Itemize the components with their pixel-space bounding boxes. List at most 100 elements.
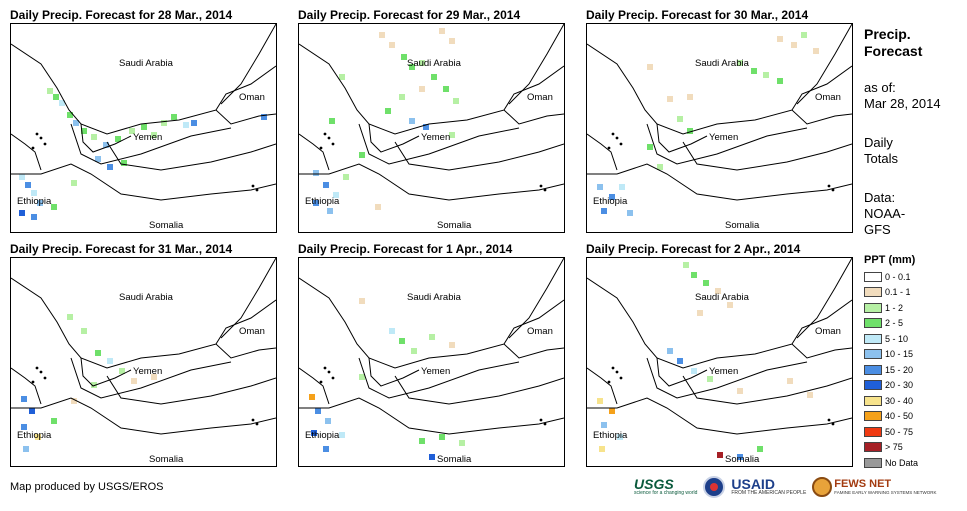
precip-cell — [691, 272, 697, 278]
precip-cell — [31, 214, 37, 220]
map-label-ethiopia: Ethiopia — [305, 196, 340, 207]
precip-cell — [443, 86, 449, 92]
legend-swatch — [864, 395, 882, 406]
island-dot — [539, 184, 543, 188]
precip-cell — [617, 434, 623, 440]
island-dot — [607, 380, 611, 384]
precip-cell — [763, 72, 769, 78]
island-dot — [331, 142, 335, 146]
legend-label: 2 - 5 — [885, 318, 904, 329]
boundary-line — [508, 24, 564, 105]
map-panel: Saudi Arabia Oman Yemen Ethiopia Somalia — [586, 23, 853, 233]
precip-cell — [419, 438, 425, 444]
usaid-seal-icon — [703, 476, 726, 498]
fews-logo-text: FEWS NET — [834, 478, 892, 490]
legend-item: 40 - 50 — [864, 409, 964, 425]
daily-totals: Daily Totals — [864, 135, 898, 167]
legend-title: PPT (mm) — [864, 254, 916, 266]
island-dot — [543, 188, 547, 192]
boundary-line — [791, 65, 852, 111]
island-dot — [331, 376, 335, 380]
precip-cell — [737, 388, 743, 394]
map-label-yemen: Yemen — [133, 366, 162, 377]
boundary-line — [11, 367, 42, 405]
boundary-line — [299, 367, 330, 405]
precip-cell — [261, 114, 267, 120]
precip-cell — [379, 32, 385, 38]
boundary-line — [394, 375, 564, 405]
precip-cell — [309, 394, 315, 400]
map-label-oman: Oman — [239, 326, 265, 337]
boundary-line — [503, 65, 564, 111]
island-dot — [323, 132, 327, 136]
precip-cell — [619, 184, 625, 190]
precip-cell — [389, 328, 395, 334]
usgs-logo-sub: science for a changing world — [634, 490, 698, 496]
precip-cell — [401, 54, 407, 60]
precip-cell — [423, 124, 429, 130]
panel-title: Daily Precip. Forecast for 28 Mar., 2014 — [10, 8, 233, 22]
fews-globe-icon — [812, 477, 833, 497]
island-dot — [831, 188, 835, 192]
island-dot — [543, 422, 547, 426]
precip-cell — [727, 302, 733, 308]
legend-item: 10 - 15 — [864, 347, 964, 363]
precip-cell — [419, 60, 425, 66]
precip-cell — [787, 378, 793, 384]
island-dot — [539, 418, 543, 422]
island-dot — [611, 132, 615, 136]
precip-cell — [647, 144, 653, 150]
legend-item: 30 - 40 — [864, 393, 964, 409]
island-dot — [43, 376, 47, 380]
precip-cell — [439, 28, 445, 34]
usaid-logo-sub: FROM THE AMERICAN PEOPLE — [731, 490, 807, 496]
island-dot — [43, 142, 47, 146]
map-svg: Saudi Arabia Oman Yemen Ethiopia Somalia — [299, 258, 564, 465]
island-dot — [327, 136, 331, 140]
precip-cell — [667, 96, 673, 102]
precip-cell — [677, 116, 683, 122]
island-dot — [39, 136, 43, 140]
precip-cell — [599, 446, 605, 452]
legend-label: No Data — [885, 457, 919, 468]
boundary-line — [299, 163, 564, 201]
map-label-somalia: Somalia — [725, 454, 760, 465]
precip-cell — [333, 192, 339, 198]
boundary-line — [587, 277, 852, 369]
island-dot — [251, 418, 255, 422]
map-label-oman: Oman — [815, 326, 841, 337]
legend: PPT (mm) 0 - 0.1 0.1 - 1 1 - 2 2 - 5 5 - 10 1… — [864, 254, 964, 471]
legend-swatch — [864, 411, 882, 422]
precip-cell — [81, 328, 87, 334]
precip-cell — [703, 280, 709, 286]
precip-cell — [459, 440, 465, 446]
precip-cell — [329, 118, 335, 124]
precip-cell — [707, 376, 713, 382]
boundary-line — [11, 163, 276, 201]
boundary-line — [220, 258, 276, 339]
map-label-somalia: Somalia — [149, 454, 184, 465]
island-dot — [39, 370, 43, 374]
precip-cell — [59, 100, 65, 106]
precip-cell — [91, 382, 97, 388]
legend-swatch — [864, 380, 882, 391]
precip-cell — [51, 418, 57, 424]
boundary-line — [656, 123, 708, 153]
precip-cell — [449, 38, 455, 44]
legend-label: 50 - 75 — [885, 426, 914, 437]
precip-cell — [327, 208, 333, 214]
precip-cell — [601, 208, 607, 214]
legend-label: 5 - 10 — [885, 333, 909, 344]
precip-cell — [359, 374, 365, 380]
map-label-saudi: Saudi Arabia — [119, 292, 174, 303]
data-source: Data: NOAA- GFS — [864, 190, 905, 238]
precip-cell — [119, 368, 125, 374]
precip-cell — [107, 164, 113, 170]
boundary-line — [106, 141, 276, 171]
map-label-yemen: Yemen — [709, 366, 738, 377]
legend-swatch — [864, 271, 882, 282]
map-label-oman: Oman — [815, 92, 841, 103]
boundary-line — [358, 357, 520, 399]
island-dot — [31, 146, 35, 150]
legend-label: 10 - 15 — [885, 349, 914, 360]
